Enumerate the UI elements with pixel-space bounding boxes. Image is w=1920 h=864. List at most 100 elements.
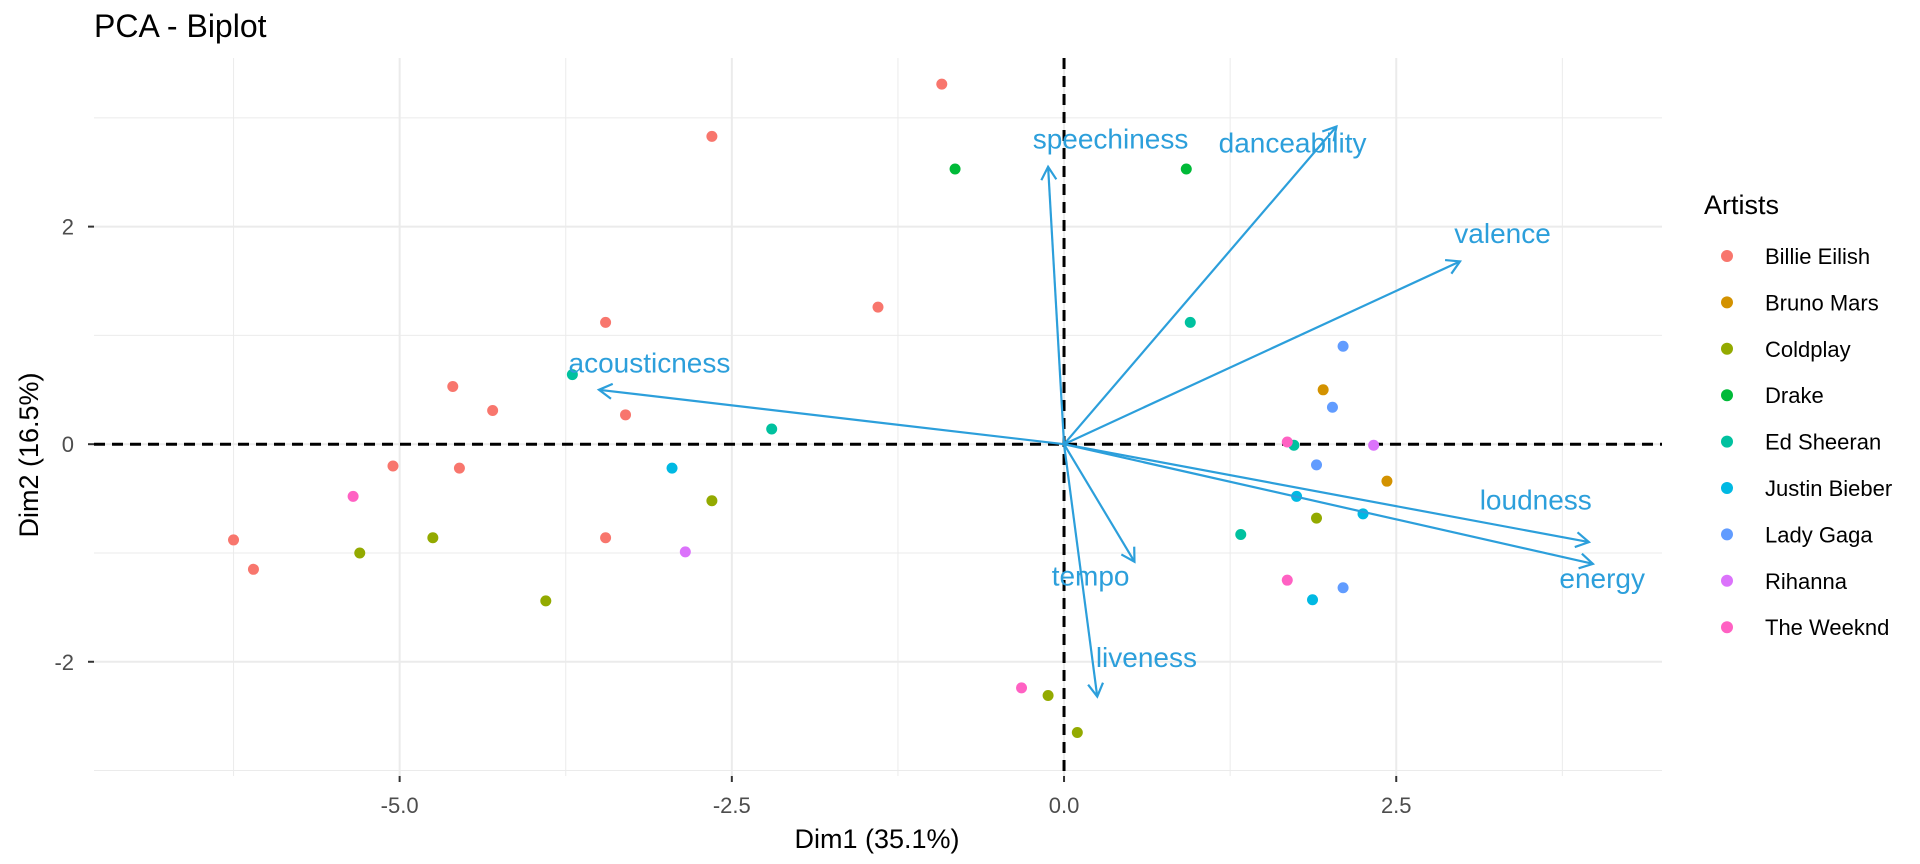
data-point <box>228 534 240 546</box>
legend-key <box>1721 296 1733 309</box>
legend-label: The Weeknd <box>1765 615 1889 640</box>
data-point <box>247 563 259 575</box>
arrow-head <box>1087 682 1105 699</box>
legend: Billie Eilish Bruno Mars Coldplay Drake Ed S… <box>1721 244 1892 640</box>
data-point <box>1184 316 1196 328</box>
data-point <box>1368 439 1380 451</box>
arrow-danceability: danceability <box>1063 124 1367 445</box>
data-point <box>1326 401 1338 413</box>
data-point <box>540 595 552 607</box>
data-point <box>679 546 691 558</box>
arrow-label-loudness: loudness <box>1480 484 1592 515</box>
arrow-label-valence: valence <box>1454 218 1551 249</box>
arrow-label-speechiness: speechiness <box>1033 123 1189 154</box>
legend-key <box>1721 482 1733 494</box>
legend-label: Rihanna <box>1765 569 1848 594</box>
y-tick-label: -2 <box>54 650 74 675</box>
data-point <box>1337 582 1349 594</box>
legend-label: Lady Gaga <box>1765 522 1873 547</box>
data-point <box>487 404 499 416</box>
legend-item: Rihanna <box>1721 569 1848 594</box>
legend-key <box>1721 621 1733 634</box>
legend-key <box>1721 574 1733 587</box>
arrow-label-acousticness: acousticness <box>569 347 731 378</box>
legend-item: Lady Gaga <box>1721 522 1873 547</box>
arrow-label-energy: energy <box>1559 563 1645 594</box>
legend-title: Artists <box>1704 190 1779 220</box>
data-point <box>1235 528 1247 540</box>
arrow-tempo: tempo <box>1052 443 1136 592</box>
arrow-label-danceability: danceability <box>1219 128 1367 159</box>
arrow-label-liveness: liveness <box>1096 642 1197 673</box>
reference-lines <box>94 58 1662 776</box>
arrow-head <box>1444 258 1463 275</box>
y-axis-ticks: -2 0 2 <box>54 215 94 675</box>
variable-arrows: speechiness danceability valence acousticne… <box>569 123 1645 699</box>
arrow-speechiness: speechiness <box>1033 123 1189 445</box>
data-point <box>1180 163 1192 175</box>
legend-item: Drake <box>1721 383 1824 408</box>
data-point <box>706 495 718 507</box>
arrow-acousticness: acousticness <box>569 347 1065 446</box>
legend-label: Coldplay <box>1765 337 1851 362</box>
legend-label: Billie Eilish <box>1765 244 1870 269</box>
data-point <box>354 547 366 559</box>
legend-item: Coldplay <box>1721 337 1851 362</box>
arrow-liveness: liveness <box>1062 444 1197 699</box>
data-point <box>453 462 465 474</box>
arrow-energy: energy <box>1063 443 1645 594</box>
arrow-loudness: loudness <box>1063 443 1592 549</box>
data-point <box>1071 726 1083 738</box>
data-points <box>228 78 1393 738</box>
y-axis-title: Dim2 (16.5%) <box>14 372 44 537</box>
data-point <box>872 301 884 313</box>
arrow-shaft <box>1063 125 1338 445</box>
data-point <box>706 130 718 142</box>
legend-label: Bruno Mars <box>1765 290 1879 315</box>
data-point <box>600 532 612 544</box>
legend-item: Justin Bieber <box>1721 476 1892 501</box>
y-tick-label: 0 <box>62 432 74 457</box>
data-point <box>600 316 612 328</box>
arrow-head <box>1578 552 1596 570</box>
arrow-shaft <box>1063 443 1590 544</box>
data-point <box>427 532 439 544</box>
arrow-shaft <box>1063 443 1594 565</box>
arrow-shaft <box>598 388 1065 446</box>
legend-key <box>1721 342 1733 355</box>
data-point <box>1337 340 1349 352</box>
legend-item: Bruno Mars <box>1721 290 1879 315</box>
y-tick-label: 2 <box>62 215 74 240</box>
legend-key <box>1721 250 1733 262</box>
legend-label: Justin Bieber <box>1765 476 1892 501</box>
legend-item: The Weeknd <box>1721 615 1889 640</box>
arrow-head <box>596 382 614 400</box>
arrow-valence: valence <box>1063 218 1551 446</box>
x-tick-label: 2.5 <box>1381 793 1412 818</box>
grid <box>94 58 1662 776</box>
data-point <box>447 381 459 393</box>
legend-key <box>1721 528 1733 541</box>
data-point <box>1381 475 1393 487</box>
data-point <box>1317 384 1329 396</box>
data-point <box>1311 459 1323 471</box>
data-point <box>1311 512 1323 524</box>
arrow-head <box>1574 531 1592 549</box>
data-point <box>949 163 961 175</box>
legend-label: Drake <box>1765 383 1824 408</box>
data-point <box>936 78 948 90</box>
arrow-shaft <box>1062 444 1099 697</box>
data-point <box>1042 689 1054 701</box>
data-point <box>347 490 359 502</box>
x-tick-label: 0.0 <box>1049 793 1080 818</box>
data-point <box>1281 436 1293 448</box>
legend-item: Billie Eilish <box>1721 244 1870 269</box>
x-tick-label: -5.0 <box>381 793 419 818</box>
data-point <box>1307 594 1319 606</box>
arrow-shaft <box>1063 260 1461 446</box>
data-point <box>766 423 778 435</box>
arrow-head <box>1321 124 1338 142</box>
arrow-label-tempo: tempo <box>1052 561 1130 592</box>
arrow-shaft <box>1063 443 1136 563</box>
